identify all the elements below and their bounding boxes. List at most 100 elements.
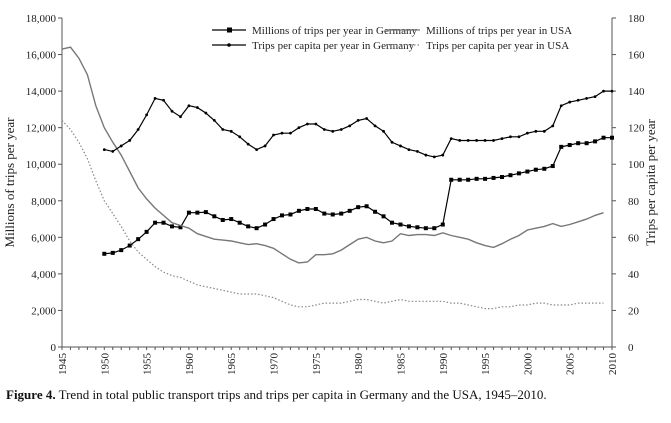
x-tick-label: 1985 [395, 353, 407, 376]
y-tick-label-right: 100 [628, 159, 645, 171]
data-point [602, 89, 605, 93]
series-line [61, 119, 604, 310]
data-point [406, 224, 411, 229]
x-tick-label: 1970 [269, 353, 281, 376]
data-point [542, 129, 546, 133]
data-point [399, 144, 402, 148]
chart-ticks: 0 2,000 4,000 6,000 8,000 10,000 12,000 14,000 1… [26, 13, 645, 375]
data-point [483, 176, 488, 181]
data-point [280, 213, 284, 218]
y-tick-label-right: 140 [628, 86, 645, 98]
data-point [508, 173, 513, 178]
data-point [296, 208, 301, 213]
figure-caption: Figure 4. Trend in total public transpor… [6, 386, 665, 403]
y-tick-label-left: 4,000 [31, 269, 56, 281]
data-point [322, 128, 326, 131]
data-point [373, 124, 377, 128]
data-point [424, 153, 428, 157]
data-point [373, 209, 378, 214]
data-point [136, 128, 140, 131]
data-point [170, 224, 174, 229]
data-point [593, 95, 597, 98]
x-tick-label: 1945 [57, 353, 69, 376]
data-point [534, 129, 538, 133]
data-point [466, 139, 470, 142]
data-point [246, 142, 250, 146]
data-point [220, 217, 225, 222]
y-tick-label-right: 80 [628, 196, 640, 208]
data-point [145, 113, 149, 117]
data-point [102, 148, 106, 152]
data-point [110, 250, 115, 255]
y-tick-label-left: 16,000 [26, 50, 57, 62]
series-2 [102, 89, 614, 159]
data-point [221, 128, 225, 131]
legend-label: Trips per capita per year in USA [426, 40, 569, 52]
data-point [525, 131, 529, 135]
data-point [593, 139, 598, 144]
data-point [238, 135, 242, 139]
x-tick-label: 2000 [522, 353, 534, 376]
figure-caption-text: Trend in total public transport trips an… [55, 387, 547, 402]
data-point [161, 220, 166, 225]
data-point [186, 210, 191, 215]
data-point [246, 224, 251, 229]
x-tick-label: 2005 [565, 353, 577, 376]
data-point [516, 171, 521, 176]
data-point [305, 122, 309, 126]
data-point [474, 176, 479, 181]
y-tick-label-left: 0 [51, 342, 57, 354]
x-tick-label: 1960 [184, 353, 196, 376]
data-point [289, 131, 292, 135]
y-tick-label-right: 0 [628, 342, 634, 354]
data-point [212, 214, 217, 219]
data-point [415, 225, 420, 230]
data-point [331, 129, 335, 133]
x-tick-label: 2010 [607, 353, 619, 376]
series-line [61, 46, 604, 264]
y-tick-label-right: 60 [628, 232, 640, 244]
data-point [517, 135, 521, 139]
data-point [449, 137, 453, 141]
data-point [153, 97, 157, 100]
data-point [610, 89, 614, 93]
data-point [432, 155, 436, 159]
data-point [297, 126, 301, 130]
data-point [272, 133, 275, 137]
data-point [509, 135, 512, 139]
data-point [533, 167, 538, 172]
data-point [500, 137, 504, 141]
data-point [195, 210, 200, 215]
x-tick-label: 1950 [99, 353, 111, 376]
data-point [449, 177, 454, 182]
data-point [347, 208, 352, 213]
data-point [559, 144, 564, 149]
y-tick-label-left: 18,000 [26, 13, 57, 25]
data-point [314, 122, 318, 126]
legend-marker [227, 43, 231, 47]
data-point [356, 118, 360, 122]
data-point [415, 150, 419, 153]
data-point [440, 222, 445, 227]
y-tick-label-left: 2,000 [31, 305, 56, 317]
data-point [203, 210, 208, 215]
data-point [348, 124, 352, 128]
data-point [178, 225, 183, 230]
data-point [136, 237, 141, 242]
legend-item: Trips per capita per year in Germany [212, 40, 415, 52]
data-point [330, 212, 335, 217]
data-point [288, 212, 293, 217]
data-point [390, 220, 394, 225]
data-point [339, 128, 343, 131]
legend-item: Trips per capita per year in USA [386, 40, 569, 52]
legend-marker [227, 27, 232, 33]
chart-series [61, 46, 614, 310]
data-point [475, 139, 479, 142]
data-point [162, 98, 165, 102]
data-point [423, 226, 428, 231]
data-point [229, 217, 234, 222]
data-point [576, 98, 580, 102]
series-0 [102, 135, 614, 256]
legend-label: Millions of trips per year in Germany [252, 25, 417, 37]
data-point [153, 220, 158, 225]
